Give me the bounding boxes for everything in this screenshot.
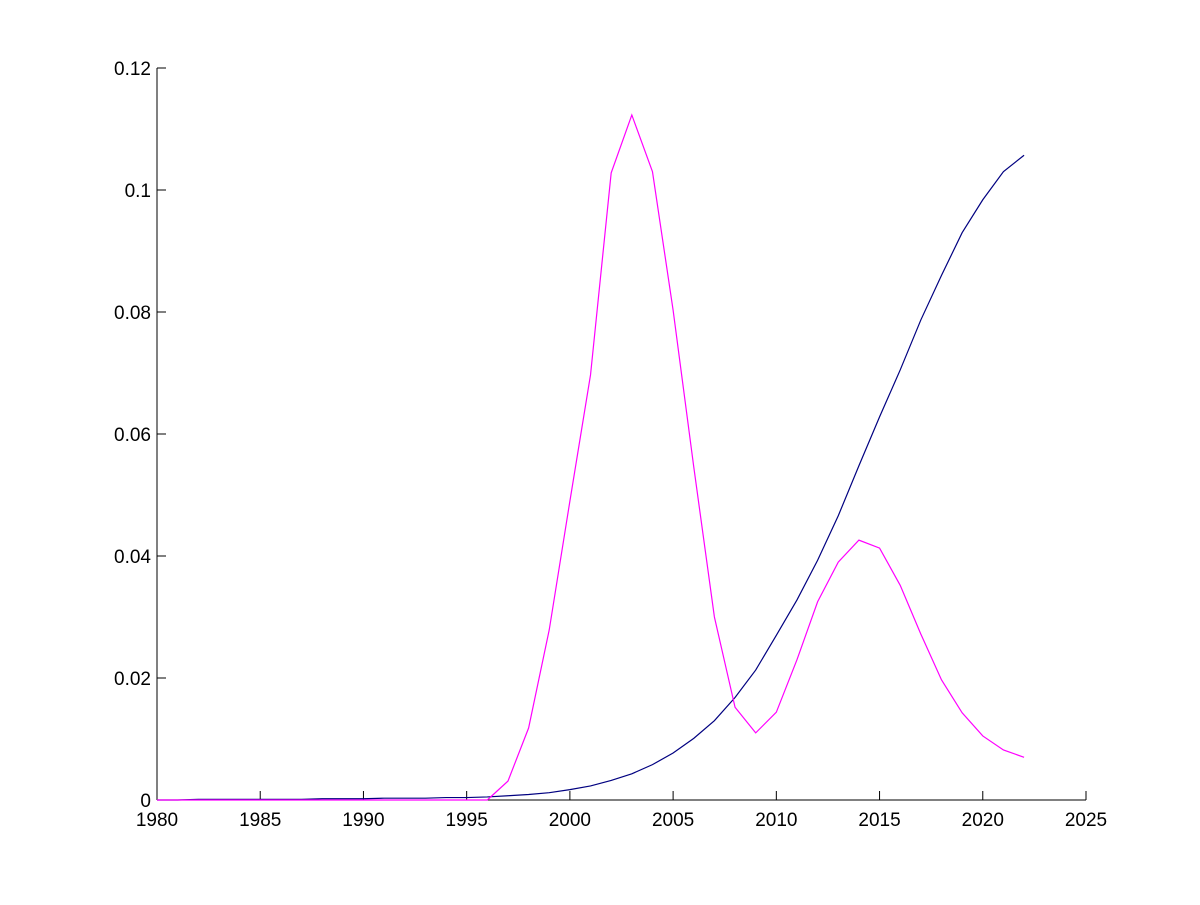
x-tick-label: 1995 [446, 810, 488, 831]
y-tick-label: 0.06 [114, 425, 151, 446]
series-line [157, 154, 1025, 801]
x-tick-label: 1990 [342, 810, 384, 831]
y-tick-label: 0.12 [114, 59, 151, 80]
y-tick-label: 0.04 [114, 547, 151, 568]
x-tick-label: 2000 [549, 810, 591, 831]
y-tick-label: 0.1 [125, 181, 151, 202]
x-tick-label: 2005 [652, 810, 694, 831]
x-tick-label: 2025 [1065, 810, 1107, 831]
x-tick-label: 1985 [239, 810, 281, 831]
x-tick-label: 2020 [962, 810, 1004, 831]
x-tick-label: 2010 [755, 810, 797, 831]
y-tick-label: 0 [140, 791, 151, 812]
x-tick-label: 2015 [858, 810, 900, 831]
x-tick-label: 1980 [136, 810, 178, 831]
y-tick-label: 0.08 [114, 303, 151, 324]
series-line [157, 113, 1025, 801]
y-tick-label: 0.02 [114, 669, 151, 690]
